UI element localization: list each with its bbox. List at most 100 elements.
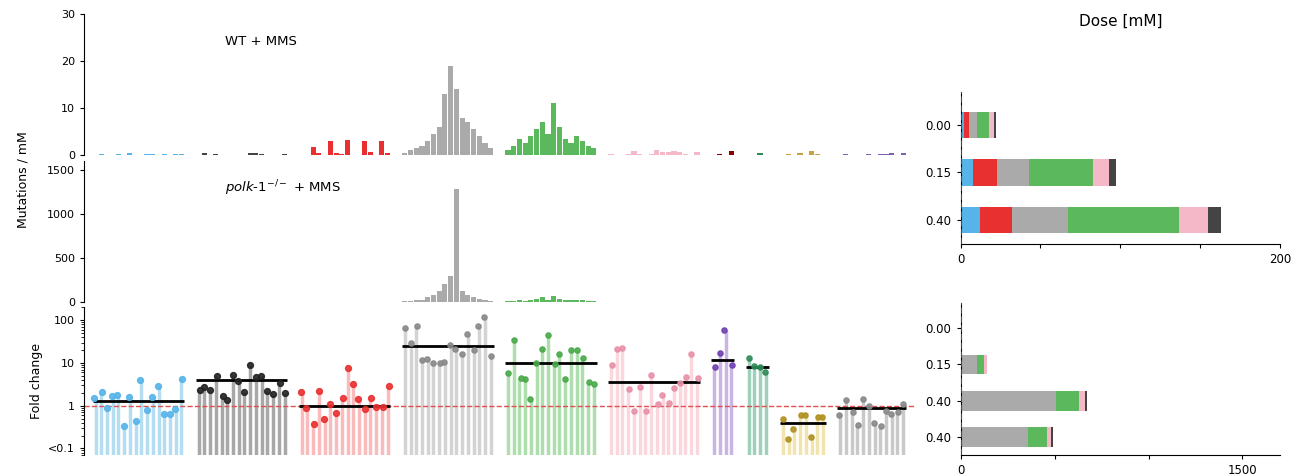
Bar: [961, 159, 974, 185]
Point: [842, 408, 862, 416]
Bar: [591, 148, 596, 155]
Text: $\mathit{polk}$-$\mathit{1}^{-/-}$ + MMS: $\mathit{polk}$-$\mathit{1}^{-/-}$ + MMS: [225, 178, 341, 198]
Point: [379, 383, 400, 390]
Bar: [402, 153, 407, 155]
Point: [573, 355, 593, 362]
Bar: [579, 300, 584, 302]
Point: [881, 410, 901, 418]
Point: [239, 362, 260, 369]
Bar: [534, 129, 539, 155]
Point: [256, 388, 277, 395]
Bar: [1051, 427, 1053, 447]
Bar: [202, 153, 207, 155]
Point: [887, 408, 908, 416]
Bar: [569, 301, 574, 302]
Point: [418, 355, 438, 363]
Point: [411, 356, 432, 364]
Bar: [465, 122, 471, 155]
Bar: [431, 134, 436, 155]
Point: [194, 383, 215, 391]
Bar: [150, 154, 155, 155]
Bar: [1068, 207, 1179, 233]
Point: [228, 377, 248, 384]
Bar: [471, 297, 476, 302]
Point: [561, 346, 582, 354]
Bar: [637, 154, 643, 155]
Point: [114, 423, 134, 430]
Point: [800, 433, 821, 441]
Bar: [574, 137, 579, 155]
Point: [394, 325, 415, 332]
Point: [84, 394, 105, 402]
Bar: [968, 112, 976, 138]
Point: [246, 374, 266, 381]
Point: [584, 380, 605, 388]
Point: [445, 345, 465, 352]
Bar: [976, 112, 989, 138]
Point: [623, 407, 644, 415]
Point: [251, 373, 272, 380]
Point: [544, 360, 565, 367]
Bar: [385, 153, 390, 155]
Bar: [459, 291, 464, 302]
Bar: [437, 127, 442, 155]
Bar: [557, 127, 562, 155]
Point: [147, 382, 168, 390]
Bar: [659, 152, 665, 155]
Point: [296, 404, 317, 411]
Point: [343, 380, 363, 388]
Bar: [1093, 159, 1109, 185]
Point: [464, 346, 485, 354]
Point: [326, 409, 347, 417]
Bar: [1078, 391, 1085, 410]
Point: [743, 363, 764, 370]
Point: [807, 414, 828, 421]
Point: [618, 385, 639, 393]
Point: [847, 421, 868, 428]
Point: [601, 361, 622, 368]
Text: Mutations / mM: Mutations / mM: [17, 132, 30, 228]
Bar: [562, 300, 568, 302]
Point: [304, 420, 325, 428]
Point: [675, 374, 696, 381]
Bar: [694, 152, 700, 155]
Bar: [334, 153, 339, 155]
Bar: [362, 141, 367, 155]
Bar: [425, 297, 431, 302]
Bar: [327, 141, 332, 155]
Bar: [1208, 207, 1221, 233]
Bar: [1085, 391, 1086, 410]
Point: [468, 323, 489, 330]
Point: [313, 415, 334, 422]
Bar: [815, 154, 820, 155]
Point: [212, 392, 233, 400]
Point: [515, 375, 535, 383]
Bar: [482, 143, 487, 155]
Point: [366, 403, 387, 411]
Bar: [369, 152, 372, 155]
Bar: [551, 103, 556, 155]
Bar: [1011, 207, 1068, 233]
Bar: [247, 153, 252, 155]
Point: [750, 364, 771, 371]
Point: [754, 368, 775, 375]
Bar: [517, 301, 522, 302]
Bar: [683, 154, 688, 155]
Point: [859, 402, 879, 410]
Point: [714, 327, 734, 334]
Point: [481, 352, 502, 359]
Point: [337, 364, 358, 372]
Point: [401, 339, 422, 347]
Bar: [569, 143, 574, 155]
Point: [290, 388, 310, 395]
Bar: [253, 153, 259, 155]
Bar: [465, 295, 471, 302]
Text: Dose [mM]: Dose [mM]: [1078, 14, 1162, 29]
Bar: [454, 189, 459, 302]
Point: [429, 359, 450, 367]
Point: [548, 350, 569, 358]
Point: [453, 350, 473, 357]
Bar: [506, 150, 511, 155]
Bar: [562, 139, 568, 155]
Point: [568, 346, 588, 354]
